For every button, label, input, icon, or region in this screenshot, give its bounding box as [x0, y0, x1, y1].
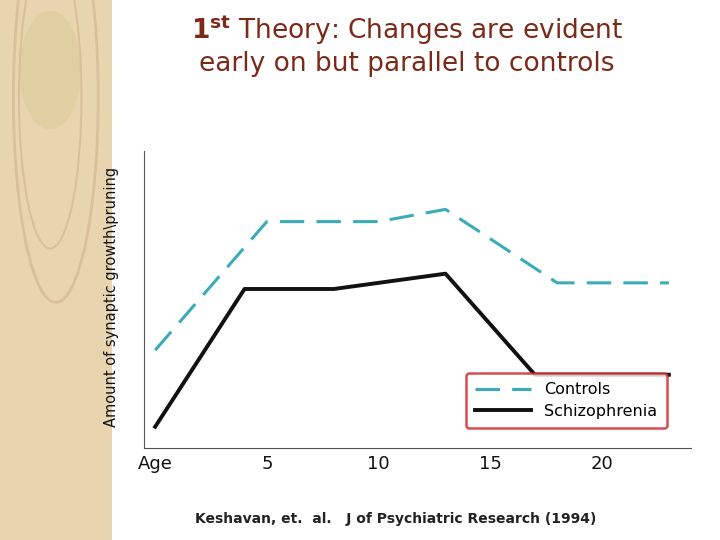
Legend: Controls, Schizophrenia: Controls, Schizophrenia	[466, 373, 667, 428]
Text: Amount of synaptic growth\pruning: Amount of synaptic growth\pruning	[104, 167, 119, 427]
Text: Keshavan, et.  al.   J of Psychiatric Research (1994): Keshavan, et. al. J of Psychiatric Resea…	[195, 512, 597, 526]
Text: $\mathbf{1}$$^{\mathbf{st}}$ Theory: Changes are evident
early on but parallel t: $\mathbf{1}$$^{\mathbf{st}}$ Theory: Cha…	[191, 14, 623, 77]
Ellipse shape	[19, 11, 81, 130]
